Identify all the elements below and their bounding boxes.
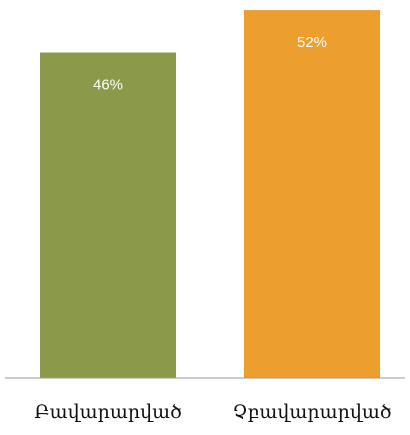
- category-label-1: Բավարարված: [34, 401, 182, 423]
- labels-layer: 46% Բավարարված 52% Չբավարարված: [34, 34, 391, 423]
- bars-layer: [40, 10, 380, 379]
- data-label-1: 46%: [93, 77, 123, 94]
- category-label-2: Չբավարարված: [232, 401, 391, 423]
- bar-1: [40, 52, 176, 379]
- bar-2: [244, 10, 380, 379]
- data-label-2: 52%: [297, 34, 327, 51]
